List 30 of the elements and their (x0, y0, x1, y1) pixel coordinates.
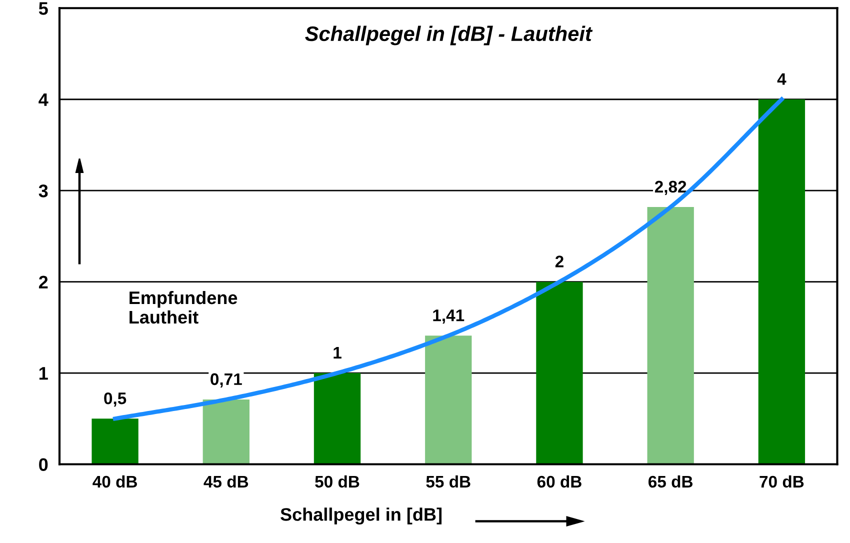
bar (758, 99, 806, 464)
y-tick-label: 2 (38, 276, 48, 288)
x-tick-label: 40 dB (92, 475, 137, 488)
bar (92, 418, 138, 464)
text: 1 (334, 347, 342, 358)
y-tick-label: 1 (39, 367, 48, 380)
text: 1,41 (433, 310, 464, 324)
text: 0,5 (104, 392, 126, 407)
bar (647, 207, 694, 464)
y-tick-label: 5 (38, 2, 48, 15)
y-tick-label: 3 (38, 184, 48, 198)
text: 4 (777, 73, 786, 85)
text: 2,82 (654, 180, 686, 196)
text: Schallpegel in [dB] - Lautheit (305, 26, 593, 46)
x-tick-label: 55 dB (426, 475, 470, 488)
bar (425, 336, 472, 464)
x-tick-label: 65 dB (648, 475, 693, 488)
x-tick-label: 70 dB (760, 475, 804, 488)
text: 0,71 (210, 373, 242, 388)
x-tick-label: 45 dB (204, 475, 248, 488)
x-tick-label: 50 dB (315, 475, 360, 488)
text: 2 (555, 256, 564, 268)
y-tick-label: 0 (39, 458, 48, 471)
x-tick-label: 60 dB (537, 475, 582, 488)
bar (202, 399, 250, 464)
y-tick-label: 4 (38, 93, 48, 106)
bar (536, 282, 583, 464)
bar (314, 373, 361, 464)
x-axis-title: Schallpegel in [dB] (280, 508, 442, 525)
annotation: Empfundene Lautheit (130, 290, 238, 324)
